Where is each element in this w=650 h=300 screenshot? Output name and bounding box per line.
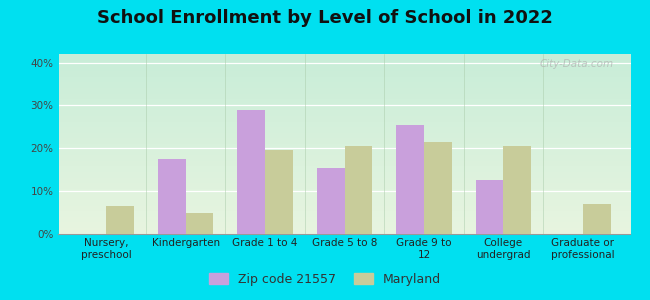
Bar (424, 142, 452, 234)
Bar (476, 180, 503, 234)
Bar (317, 168, 345, 234)
Bar (186, 213, 213, 234)
Bar (344, 146, 372, 234)
Text: City-Data.com: City-Data.com (540, 59, 614, 69)
Bar (158, 159, 186, 234)
Legend: Zip code 21557, Maryland: Zip code 21557, Maryland (204, 268, 446, 291)
Bar (396, 125, 424, 234)
Bar (265, 150, 293, 234)
Text: School Enrollment by Level of School in 2022: School Enrollment by Level of School in … (97, 9, 553, 27)
Bar (583, 204, 610, 234)
Bar (237, 110, 265, 234)
Bar (503, 146, 531, 234)
Bar (106, 206, 134, 234)
